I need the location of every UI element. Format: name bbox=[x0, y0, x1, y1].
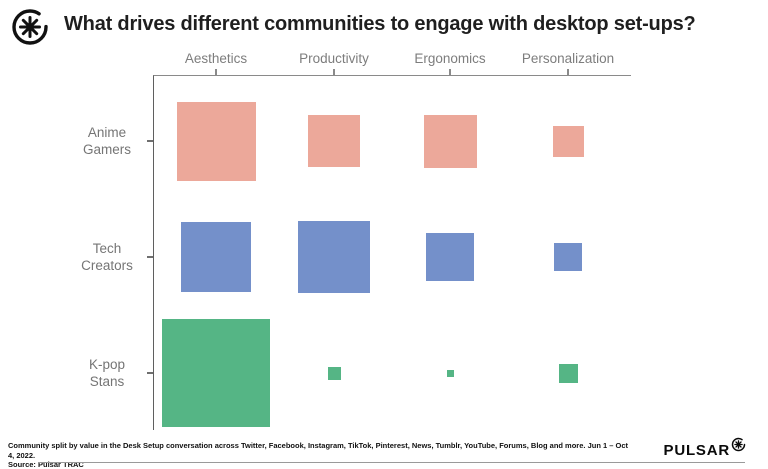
footer-note-text: Community split by value in the Desk Set… bbox=[8, 441, 628, 460]
left-tick-anime-gamers bbox=[147, 140, 153, 142]
pulsar-asterisk-logo-icon bbox=[12, 9, 48, 45]
left-tick-k-pop-stans bbox=[147, 372, 153, 374]
square-anime-gamers-productivity bbox=[308, 115, 360, 167]
footer-brand: PULSAR bbox=[664, 437, 746, 459]
row-label-anime-gamers: Anime Gamers bbox=[82, 125, 131, 157]
square-k-pop-stans-ergonomics bbox=[446, 369, 454, 377]
square-tech-creators-ergonomics bbox=[426, 233, 474, 281]
footer-brand-wordmark: PULSAR bbox=[663, 442, 730, 459]
column-label-productivity: Productivity bbox=[299, 51, 369, 66]
square-tech-creators-personalization bbox=[554, 243, 582, 271]
top-tick-productivity bbox=[333, 69, 335, 75]
square-anime-gamers-personalization bbox=[552, 125, 584, 157]
square-k-pop-stans-aesthetics bbox=[162, 319, 270, 427]
left-tick-tech-creators bbox=[147, 256, 153, 258]
row-label-tech-creators: Tech Creators bbox=[81, 241, 133, 273]
column-label-personalization: Personalization bbox=[521, 51, 615, 66]
square-k-pop-stans-productivity bbox=[327, 366, 341, 380]
page-title: What drives different communities to eng… bbox=[64, 13, 696, 35]
footer-note: Community split by value in the Desk Set… bbox=[8, 441, 628, 469]
top-tick-ergonomics bbox=[449, 69, 451, 75]
top-tick-personalization bbox=[567, 69, 569, 75]
column-label-aesthetics: Aesthetics bbox=[184, 51, 248, 66]
square-anime-gamers-aesthetics bbox=[176, 101, 256, 181]
footer-divider bbox=[38, 462, 745, 463]
pulsar-asterisk-logo-icon bbox=[731, 437, 746, 452]
square-anime-gamers-ergonomics bbox=[423, 114, 477, 168]
column-label-ergonomics: Ergonomics bbox=[414, 51, 486, 66]
square-tech-creators-aesthetics bbox=[181, 222, 251, 292]
row-label-k-pop-stans: K-pop Stans bbox=[88, 357, 126, 389]
plot-border bbox=[153, 75, 631, 430]
top-tick-aesthetics bbox=[215, 69, 217, 75]
square-k-pop-stans-personalization bbox=[558, 363, 578, 383]
footer-source: Source: Pulsar TRAC bbox=[8, 460, 84, 469]
square-tech-creators-productivity bbox=[298, 221, 370, 293]
